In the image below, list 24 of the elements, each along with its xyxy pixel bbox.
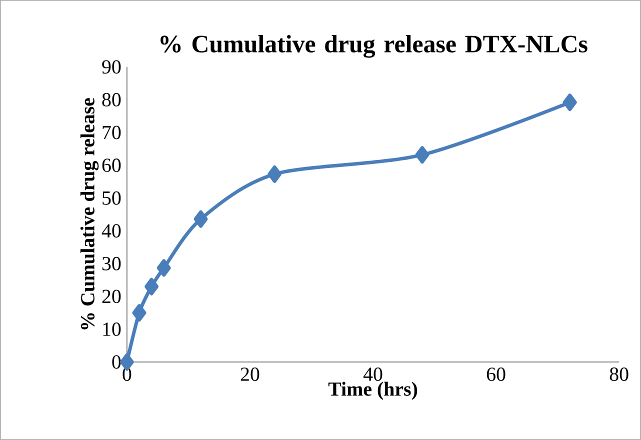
- y-tick-label: 0: [112, 355, 121, 369]
- y-tick-label: 10: [103, 322, 121, 336]
- point: [194, 210, 208, 228]
- y-tick-label: 90: [102, 60, 121, 74]
- point: [562, 94, 577, 112]
- y-tick-label: 60: [102, 158, 121, 172]
- x-axis-title: Time (hrs): [328, 382, 418, 400]
- y-tick-label: 20: [102, 290, 121, 304]
- y-tick-label: 30: [102, 256, 121, 270]
- x-tick-label: 60: [486, 368, 506, 381]
- y-tick-label: 80: [102, 93, 121, 106]
- point: [415, 146, 430, 164]
- x-tick-label: 40: [363, 368, 382, 381]
- point: [156, 259, 171, 277]
- point: [268, 165, 282, 183]
- y-tick-label: 50: [102, 191, 121, 205]
- point: [132, 304, 146, 322]
- point: [144, 278, 159, 296]
- y-tick-label: 70: [102, 126, 121, 140]
- x-tick-label: 80: [610, 368, 628, 381]
- y-axis-title: % Cumulative drug release: [80, 98, 99, 330]
- x-tick-label: 20: [240, 368, 260, 381]
- y-tick-label: 40: [102, 224, 121, 238]
- chart-title: % Cumulative drug release DTX-NLCs: [160, 34, 588, 58]
